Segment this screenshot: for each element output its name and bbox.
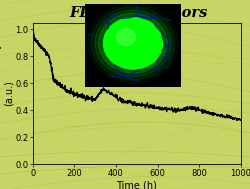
Y-axis label: Normalized Intensity
(a.u.): Normalized Intensity (a.u.): [0, 43, 14, 144]
Text: FP-SF phosphors: FP-SF phosphors: [68, 6, 206, 20]
Circle shape: [91, 7, 174, 80]
Circle shape: [98, 13, 167, 73]
Circle shape: [94, 10, 170, 77]
Circle shape: [116, 29, 135, 45]
Circle shape: [103, 18, 162, 69]
X-axis label: Time (h): Time (h): [116, 180, 156, 189]
